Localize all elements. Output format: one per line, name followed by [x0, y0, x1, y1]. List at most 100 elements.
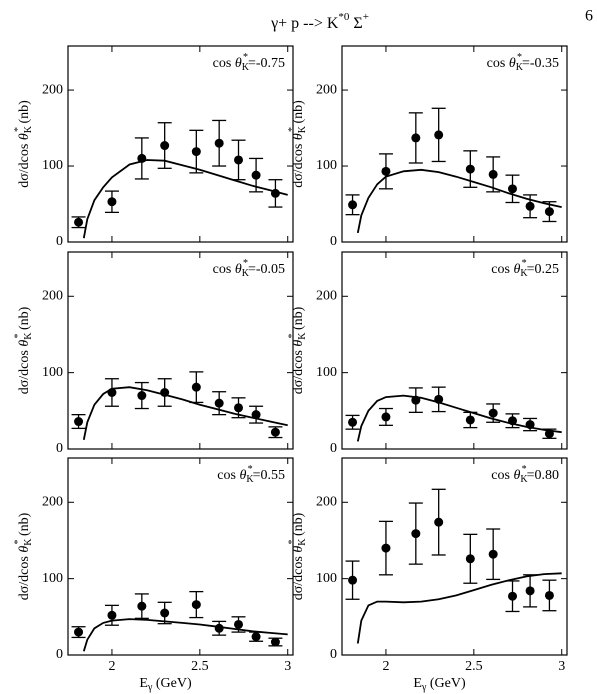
panel-annotation-part: cos	[487, 56, 509, 71]
y-tick-label: 100	[42, 365, 63, 380]
x-axis-label-part: γ	[147, 682, 153, 693]
panel-annotation-part: θ	[235, 56, 242, 71]
y-axis-label-part: K	[297, 125, 308, 133]
x-axis-label-part: E	[413, 676, 422, 691]
y-axis-label-part: dσ/dcos	[291, 140, 306, 188]
panel-annotation-part: =-0.75	[248, 56, 285, 71]
y-axis-label-part: (nb)	[291, 100, 306, 127]
y-axis-label-part: θ	[17, 546, 32, 553]
y-tick-label: 0	[56, 441, 63, 456]
x-axis-label-part: (GeV)	[152, 676, 192, 691]
data-point	[525, 420, 535, 430]
data-point	[270, 188, 280, 198]
y-axis-label-part: θ	[291, 133, 306, 140]
y-axis-label-part: θ	[17, 133, 32, 140]
data-point	[465, 164, 475, 174]
y-tick-label: 0	[330, 647, 337, 662]
data-point	[411, 133, 421, 143]
data-point	[191, 382, 201, 392]
data-point	[488, 169, 498, 179]
panel-annotation-part: cos	[491, 468, 513, 483]
panel-annotation-part: *	[243, 52, 248, 63]
panel-annotation-part: =0.55	[253, 468, 285, 483]
data-point	[270, 427, 280, 437]
panel-annotation: cos θK*=-0.75	[213, 52, 285, 73]
y-axis-label-part: K	[23, 332, 34, 340]
panel-annotation: cos θK*=-0.05	[213, 258, 285, 279]
data-point	[160, 387, 170, 397]
y-axis-label-part: dσ/dcos	[291, 553, 306, 601]
data-point	[214, 623, 224, 633]
y-tick-label: 100	[42, 571, 63, 586]
data-point	[525, 586, 535, 596]
data-point	[191, 147, 201, 157]
data-point	[74, 217, 84, 227]
data-point	[137, 391, 147, 401]
model-curve	[356, 572, 562, 644]
panel-annotation-part: cos	[217, 468, 239, 483]
x-axis-label: Eγ (GeV)	[139, 676, 192, 693]
data-point	[270, 637, 280, 647]
y-axis-label-part: θ	[17, 340, 32, 347]
panel-annotation-part: K	[242, 268, 250, 279]
panel-annotation-part: *	[243, 258, 248, 269]
panel-annotation: cos θK*=0.55	[217, 464, 285, 485]
x-axis-label-part: γ	[421, 682, 427, 693]
x-axis-label-part: E	[139, 676, 148, 691]
plot-frame	[341, 457, 568, 656]
y-tick-label: 200	[42, 82, 63, 97]
y-tick-label: 0	[56, 234, 63, 249]
y-axis-label: dσ/dcos θK* (nb)	[13, 100, 34, 188]
data-point	[508, 184, 518, 194]
data-point	[191, 600, 201, 610]
data-point	[251, 632, 261, 642]
data-point	[465, 554, 475, 564]
y-axis-label-part: K	[297, 332, 308, 340]
y-tick-label: 100	[316, 158, 337, 173]
data-point	[74, 627, 84, 637]
y-axis-label-part: *	[13, 127, 24, 132]
x-tick-label: 2	[108, 659, 115, 674]
y-axis-label-part: dσ/dcos	[17, 553, 32, 601]
plot-frame	[67, 45, 294, 243]
y-axis-label-part: (nb)	[17, 100, 32, 127]
y-axis-label-part: θ	[291, 546, 306, 553]
y-axis-label-part: *	[13, 334, 24, 339]
data-point	[74, 417, 84, 427]
data-point	[434, 394, 444, 404]
data-point	[411, 395, 421, 405]
y-axis-label-part: *	[13, 540, 24, 545]
y-axis-label-part: θ	[291, 340, 306, 347]
plot-frame	[67, 457, 294, 656]
data-point	[508, 416, 518, 426]
y-axis-label-part: dσ/dcos	[17, 140, 32, 188]
data-point	[137, 153, 147, 163]
y-tick-label: 200	[316, 82, 337, 97]
panel-annotation: cos θK*=0.80	[491, 464, 559, 485]
y-axis-label: dσ/dcos θK* (nb)	[287, 100, 308, 188]
y-axis-label-part: K	[297, 538, 308, 546]
plot-frame	[341, 251, 568, 450]
panel-annotation-part: cos	[213, 262, 235, 277]
panel-annotation: cos θK*=-0.35	[487, 52, 559, 73]
panel-annotation-part: K	[520, 474, 528, 485]
y-tick-label: 0	[56, 647, 63, 662]
y-axis-label: dσ/dcos θK* (nb)	[287, 306, 308, 394]
data-point	[488, 408, 498, 418]
x-tick-label: 2	[382, 659, 389, 674]
plot-frame	[341, 45, 568, 243]
data-point	[251, 170, 261, 180]
y-axis-label: dσ/dcos θK* (nb)	[13, 306, 34, 394]
y-axis-label-part: K	[23, 125, 34, 133]
data-point	[348, 575, 358, 585]
plot-frame	[67, 251, 294, 450]
data-point	[214, 138, 224, 148]
data-point	[234, 403, 244, 413]
data-point	[544, 590, 554, 600]
x-tick-label: 2.5	[191, 659, 209, 674]
y-axis-label: dσ/dcos θK* (nb)	[287, 512, 308, 600]
panel-annotation-part: K	[516, 62, 524, 73]
data-point	[544, 429, 554, 439]
data-point	[488, 549, 498, 559]
